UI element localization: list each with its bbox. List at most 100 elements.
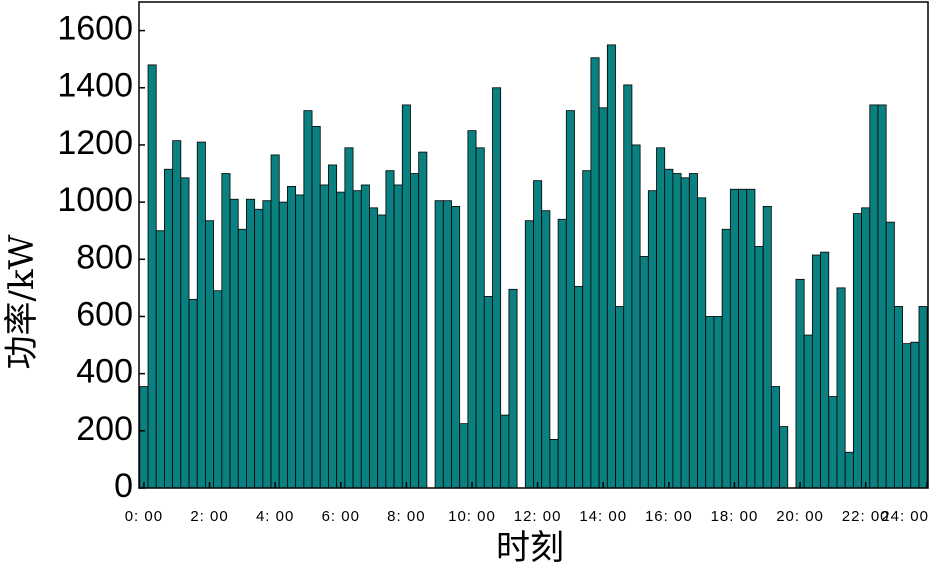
bar	[877, 104, 887, 489]
bar	[533, 180, 543, 489]
bar	[918, 306, 928, 489]
bar	[434, 200, 444, 489]
bar	[155, 230, 165, 489]
bar	[164, 168, 174, 489]
bar	[451, 206, 461, 489]
bar	[590, 57, 600, 489]
bar	[336, 191, 346, 489]
bar	[574, 286, 584, 489]
x-tick-label: 12: 00	[514, 508, 562, 525]
bar	[705, 316, 715, 489]
bar	[180, 177, 190, 489]
bar	[738, 188, 748, 489]
y-tick-label: 600	[76, 295, 133, 333]
bar	[139, 386, 149, 489]
bar	[188, 298, 198, 489]
bar	[721, 228, 731, 489]
y-tick-label: 1000	[57, 181, 133, 219]
bar	[278, 201, 288, 489]
bar	[213, 290, 223, 489]
bar	[647, 190, 657, 489]
bar	[221, 173, 231, 489]
bar	[475, 147, 485, 489]
bar	[377, 214, 387, 489]
y-tick-label: 1200	[57, 124, 133, 162]
bar	[615, 306, 625, 489]
bar	[565, 110, 575, 489]
y-tick-label: 200	[76, 410, 133, 448]
bar	[205, 220, 215, 489]
bar	[688, 173, 698, 489]
y-tick-label: 800	[76, 238, 133, 276]
x-tick-label: 20: 00	[776, 508, 824, 525]
bar	[746, 188, 756, 489]
bar	[729, 188, 739, 489]
bar	[779, 426, 789, 489]
x-tick-label: 0: 00	[125, 508, 163, 525]
bar	[910, 341, 920, 489]
bar	[262, 200, 272, 489]
x-axis-label: 时刻	[496, 528, 564, 568]
bar	[795, 278, 805, 489]
bar	[418, 151, 428, 489]
bar	[803, 334, 813, 489]
bar	[762, 206, 772, 489]
bar	[754, 246, 764, 489]
bar	[902, 343, 912, 489]
x-tick-label: 14: 00	[579, 508, 627, 525]
bar	[582, 170, 592, 489]
bar	[246, 198, 256, 489]
bar	[828, 396, 838, 489]
bar	[885, 221, 895, 489]
bar	[229, 198, 239, 489]
bar	[237, 228, 247, 489]
bar	[820, 251, 830, 489]
bar	[541, 210, 551, 489]
bar	[401, 104, 411, 489]
bar	[598, 107, 608, 489]
y-tick-label: 1400	[57, 67, 133, 105]
bar	[287, 185, 297, 489]
bar	[697, 197, 707, 489]
bar	[811, 254, 821, 489]
bar	[410, 173, 420, 489]
bar	[664, 168, 674, 489]
bar	[393, 184, 403, 489]
bar	[319, 184, 329, 489]
bar	[303, 110, 313, 489]
bar	[713, 316, 723, 489]
y-tick-label: 1600	[57, 10, 133, 48]
bar	[893, 306, 903, 489]
bar	[196, 141, 206, 489]
bar	[680, 177, 690, 489]
bar	[344, 147, 354, 489]
bar	[442, 200, 452, 489]
bar	[483, 296, 493, 489]
bar	[295, 194, 305, 489]
x-tick-label: 24: 00	[881, 508, 929, 525]
bar	[836, 287, 846, 489]
bar	[549, 438, 559, 489]
bar	[328, 164, 338, 489]
y-axis-label: 功率/kW	[2, 234, 42, 369]
bar	[508, 288, 518, 489]
bar	[656, 147, 666, 489]
bar	[352, 190, 362, 489]
bar	[369, 207, 379, 489]
bar	[623, 84, 633, 489]
bar	[459, 423, 469, 489]
x-tick-label: 18: 00	[711, 508, 759, 525]
x-tick-label: 16: 00	[645, 508, 693, 525]
bar	[360, 184, 370, 489]
bar	[311, 125, 321, 489]
bar	[770, 386, 780, 489]
bar	[869, 104, 879, 489]
x-tick-label: 22: 00	[842, 508, 890, 525]
bar	[172, 140, 182, 489]
bar	[861, 207, 871, 489]
x-tick-label: 2: 00	[190, 508, 228, 525]
bar	[524, 220, 534, 489]
bar	[852, 213, 862, 489]
bar	[147, 64, 157, 489]
